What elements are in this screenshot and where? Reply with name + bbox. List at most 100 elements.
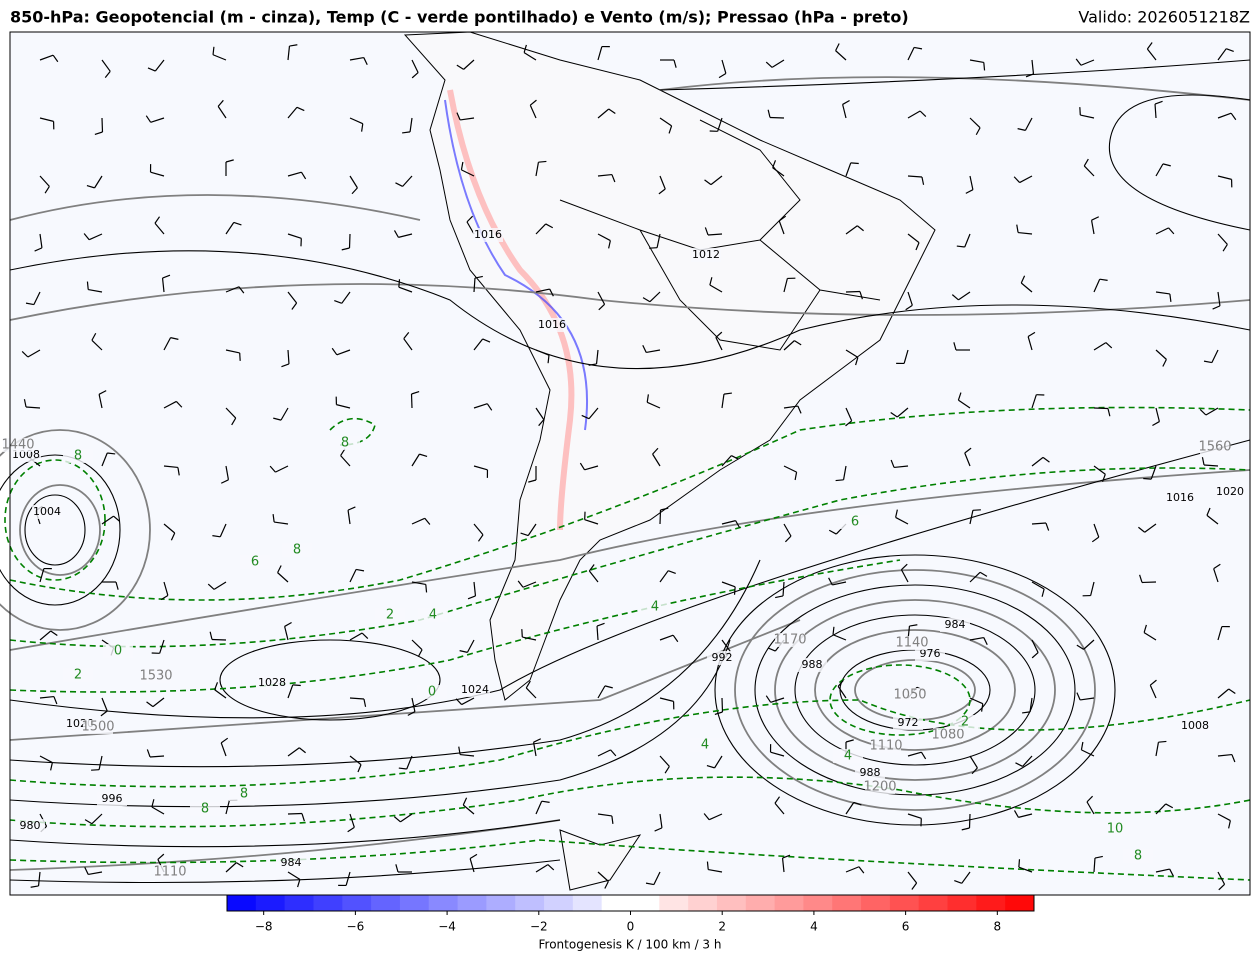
wind-barb-flag	[160, 594, 169, 601]
wind-barb-flag	[611, 174, 616, 183]
contour-label-bg	[865, 780, 895, 794]
wind-barb-flag	[855, 357, 859, 366]
contour-label-bg	[1100, 822, 1130, 836]
wind-barb	[336, 349, 351, 356]
wind-barb-flag	[845, 420, 853, 427]
wind-barb	[659, 570, 669, 583]
title: 850-hPa: Geopotencial (m - cinza), Temp …	[10, 8, 909, 27]
wind-barb	[597, 685, 606, 699]
contour-label-bg	[1165, 491, 1195, 505]
wind-barb-flag	[1013, 810, 1019, 818]
wind-barb	[964, 452, 971, 467]
wind-barb-flag	[459, 650, 468, 653]
wind-barb-flag	[837, 679, 844, 687]
wind-barb-flag	[835, 43, 840, 51]
wind-barb	[709, 284, 723, 293]
wind-barb	[225, 465, 230, 480]
wind-barb-flag	[520, 532, 529, 537]
wind-barb-flag	[911, 882, 918, 890]
contour-label-bg	[417, 685, 447, 699]
wind-barb-flag	[538, 160, 547, 163]
wind-barb-flag	[1228, 820, 1231, 829]
wind-barb-flag	[175, 401, 183, 408]
pressure-contour-label: 972	[898, 716, 919, 729]
wind-barb-flag	[646, 394, 649, 403]
wind-barb	[88, 288, 103, 293]
wind-barb-flag	[953, 342, 957, 351]
wind-barb	[154, 222, 165, 235]
wind-barb	[535, 349, 550, 356]
geopotential-contour-label: 1170	[773, 633, 806, 648]
wind-barb	[903, 349, 909, 364]
wind-barb	[597, 108, 610, 119]
wind-barb	[409, 117, 413, 132]
wind-barb-flag	[50, 762, 53, 771]
wind-barb	[466, 639, 475, 653]
wind-barb	[225, 286, 240, 293]
wind-barb	[39, 630, 52, 641]
contour-label-bg	[155, 865, 185, 879]
continent	[403, 31, 936, 701]
wind-barb	[274, 521, 289, 525]
wind-barb-flag	[832, 626, 835, 635]
colorbar-segment	[371, 895, 401, 911]
wind-barb	[1155, 803, 1167, 815]
wind-barb-flag	[25, 302, 34, 306]
wind-barb	[832, 581, 847, 586]
wind-barb	[522, 581, 537, 588]
wind-barb-flag	[424, 517, 431, 525]
wind-barb	[535, 162, 540, 177]
wind-barb-flag	[419, 453, 428, 457]
wind-barb	[411, 453, 420, 467]
wind-barb	[1203, 464, 1219, 467]
wind-barb	[894, 465, 909, 469]
contour-label-bg	[833, 749, 863, 763]
wind-barb	[969, 117, 981, 129]
wind-barb-flag	[115, 581, 119, 590]
wind-barb	[714, 755, 723, 769]
colorbar-segment	[227, 895, 257, 911]
wind-barb	[33, 291, 41, 305]
wind-barb-flag	[104, 70, 111, 78]
geopotential-contour-label: 1530	[139, 669, 172, 684]
wind-barb	[1155, 163, 1164, 177]
wind-barb	[907, 751, 922, 757]
wind-barb-flag	[269, 465, 276, 473]
wind-barb-flag	[975, 127, 981, 136]
contour-label-bg	[63, 449, 93, 463]
wind-barb-flag	[673, 59, 677, 68]
wind-barb-flag	[723, 392, 732, 395]
contour-label-bg	[940, 618, 970, 632]
contour-label-bg	[797, 658, 827, 672]
map: 1016101210161008100410281024102099698498…	[0, 31, 1251, 896]
wind-barb	[710, 175, 723, 186]
contour-label-bg	[375, 608, 405, 622]
wind-barb	[473, 338, 484, 351]
wind-barb-flag	[1228, 688, 1236, 695]
wind-barb-flag	[217, 99, 224, 107]
wind-barb-flag	[774, 796, 781, 804]
wind-barb-flag	[100, 710, 108, 717]
colorbar-tick-label: 6	[902, 920, 910, 934]
contour-label-bg	[460, 683, 490, 697]
wind-barb	[463, 59, 475, 70]
wind-barb-flag	[403, 332, 410, 340]
wind-barb	[778, 220, 785, 235]
wind-barb-flag	[956, 245, 965, 248]
colorbar-segment	[688, 895, 718, 911]
pressure-contour-label: 988	[802, 658, 823, 671]
wind-barb	[1031, 522, 1047, 525]
wind-barb-flag	[547, 864, 555, 871]
wind-barb	[403, 338, 413, 351]
wind-barb-flag	[579, 462, 586, 471]
wind-barb	[770, 697, 785, 703]
wind-barb-flag	[363, 57, 368, 66]
wind-barb-flag	[220, 479, 229, 484]
wind-barb-flag	[660, 507, 669, 511]
wind-barb-flag	[909, 624, 918, 627]
wind-barb	[522, 636, 537, 641]
pressure-contour-label: 980	[20, 819, 41, 832]
wind-barb-flag	[797, 405, 802, 414]
contour-label-bg	[83, 720, 113, 734]
temperature-contour-label: 4	[651, 600, 659, 615]
